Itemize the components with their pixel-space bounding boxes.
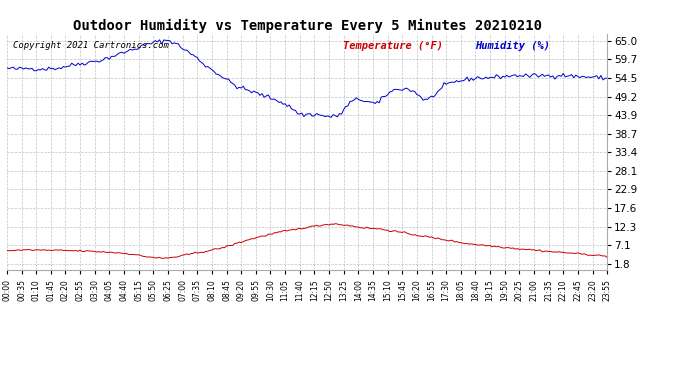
Title: Outdoor Humidity vs Temperature Every 5 Minutes 20210210: Outdoor Humidity vs Temperature Every 5 … xyxy=(72,18,542,33)
Text: Temperature (°F): Temperature (°F) xyxy=(343,41,443,51)
Text: Humidity (%): Humidity (%) xyxy=(475,41,550,51)
Text: Copyright 2021 Cartronics.com: Copyright 2021 Cartronics.com xyxy=(13,41,169,50)
